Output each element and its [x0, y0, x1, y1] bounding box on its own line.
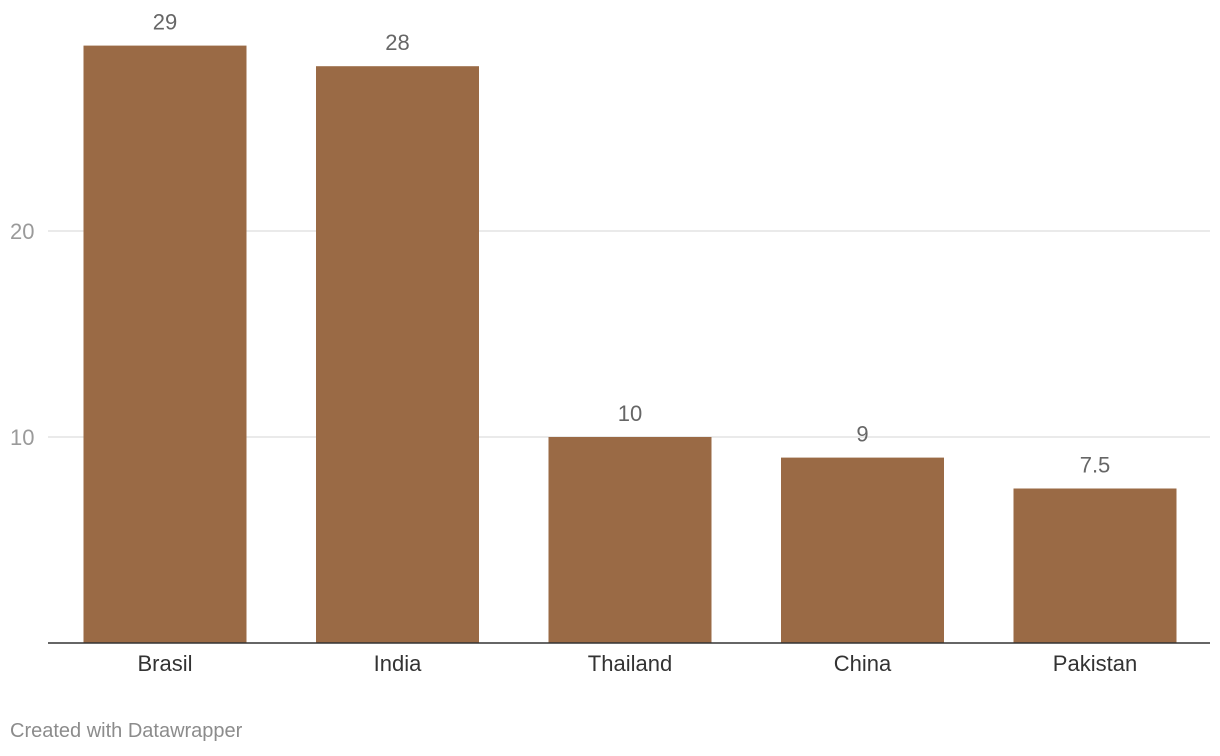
category-label-thailand: Thailand [588, 651, 672, 676]
bar-india [316, 66, 479, 643]
chart-credit: Created with Datawrapper [10, 720, 243, 742]
value-label-brasil: 29 [153, 10, 177, 35]
value-label-thailand: 10 [618, 401, 642, 426]
bar-brasil [83, 45, 247, 644]
value-label-pakistan: 7.5 [1080, 453, 1111, 478]
bar-chart: 10 20 29 Brasil 28 India 10 Thailand 9 China 7.5 Pa… [10, 10, 1210, 676]
category-label-china: China [834, 651, 892, 676]
labels: 10 20 29 Brasil 28 India 10 Thailand 9 China 7.5 Pa… [10, 10, 1137, 676]
value-label-china: 9 [856, 422, 868, 447]
category-label-india: India [374, 651, 422, 676]
bar-pakistan [1013, 488, 1177, 643]
y-tick-label-10: 10 [10, 425, 34, 450]
category-label-brasil: Brasil [137, 651, 192, 676]
bar-china [781, 457, 944, 643]
y-tick-label-20: 20 [10, 219, 34, 244]
value-label-india: 28 [385, 30, 409, 55]
bar-thailand [548, 437, 712, 643]
bars [83, 45, 1177, 644]
category-label-pakistan: Pakistan [1053, 651, 1137, 676]
